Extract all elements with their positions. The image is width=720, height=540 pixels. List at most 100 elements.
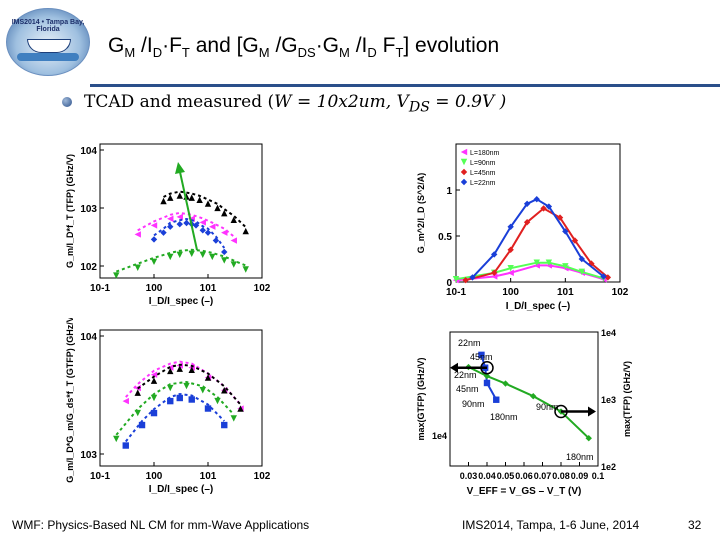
data-point <box>237 405 244 412</box>
logo-text: IMS2014 • Tampa Bay, Florida <box>11 19 85 33</box>
chart-tfp-top-left: 10-1 100 101 102 102 103 104 G_m/I_D*f_T (TFP) … <box>65 143 271 307</box>
data-point <box>469 274 476 281</box>
data-point <box>460 178 468 186</box>
data-point <box>533 196 540 203</box>
y-tick-label: 1e4 <box>432 431 447 441</box>
data-point <box>134 409 141 417</box>
title-part: /I <box>349 34 368 57</box>
data-point <box>167 223 174 230</box>
data-point <box>230 261 237 268</box>
data-point <box>478 351 485 359</box>
title-part: ] evolution <box>403 34 500 57</box>
data-point <box>122 442 129 449</box>
y-tick-label: 103 <box>80 204 97 215</box>
conference-logo: IMS2014 • Tampa Bay, Florida <box>6 8 90 76</box>
footer-left: WMF: Physics-Based NL CM for mm-Wave App… <box>12 518 310 532</box>
x-axis-label: I_D/I_spec (–) <box>149 484 213 495</box>
x-tick-label: 102 <box>612 287 629 298</box>
bullet-math-sub: DS <box>408 99 430 116</box>
data-point <box>167 194 174 201</box>
data-point <box>122 397 129 405</box>
series-curve <box>465 207 609 282</box>
arrow-right-icon <box>588 406 596 417</box>
legend-label: L=90nm <box>470 160 496 167</box>
data-point <box>507 265 514 272</box>
x-tick-label: 10-1 <box>446 287 466 298</box>
data-point <box>199 251 206 259</box>
series-curve <box>137 363 242 406</box>
data-point <box>230 216 237 223</box>
y-axis-label: max(GTFP) (GHz/V) <box>416 357 426 440</box>
data-point <box>242 227 249 235</box>
bullet-math-end: = 0.9V ) <box>429 92 507 112</box>
y-axis-label: G_m^2/I_D (S^2/A) <box>416 173 426 254</box>
plot-frame <box>455 143 621 283</box>
x-tick-label: 0.05 <box>497 471 515 481</box>
y-axis-label: G_m/I_D*G_m/G_ds*f_T (GTFP) (GHz/V) <box>65 318 75 483</box>
data-point <box>192 222 200 229</box>
slide-title: GM /ID·FT and [GM /GDS·GM /ID FT] evolut… <box>108 34 499 60</box>
data-point <box>460 148 468 156</box>
data-point <box>204 229 212 236</box>
title-part: /G <box>269 34 298 57</box>
data-point <box>138 421 146 429</box>
data-point <box>221 421 228 429</box>
legend-label: L=45nm <box>470 170 496 177</box>
point-label: 90nm <box>462 399 485 409</box>
data-point <box>491 273 498 280</box>
data-point <box>188 396 195 403</box>
data-point <box>183 219 190 227</box>
water-icon <box>17 53 79 61</box>
plot-frame <box>99 143 263 279</box>
x-tick-label: 102 <box>254 471 271 482</box>
chart-gm2-top-right: 10-1 100 101 102 0 0.5 1 G_m^2/I_D (S^2/A) I_D/I… <box>416 143 629 312</box>
point-label: 180nm <box>490 412 518 422</box>
data-point <box>502 380 509 387</box>
x-tick-label: 0.09 <box>571 471 589 481</box>
data-point <box>150 409 158 417</box>
legend-label: L=180nm <box>470 150 500 157</box>
data-point <box>460 168 468 176</box>
point-label: 22nm <box>458 338 481 348</box>
data-point <box>199 387 206 394</box>
title-sub: M <box>258 45 270 61</box>
data-point <box>491 269 498 276</box>
y-right-tick-label: 1e4 <box>601 328 616 338</box>
data-point <box>204 374 212 381</box>
data-point <box>230 415 237 422</box>
data-point <box>167 367 174 375</box>
x-tick-label: 0.07 <box>534 471 552 481</box>
bullet-math: W = 10x2um, V <box>274 92 409 112</box>
title-part: /I <box>135 34 153 57</box>
point-label: 90nm <box>536 402 559 412</box>
data-point <box>176 251 183 259</box>
chart-max-vs-veff: 0.03 0.04 0.05 0.06 0.07 0.08 0.09 0.1 1e4 1e4 1e3… <box>416 328 632 497</box>
series-curve <box>137 211 235 238</box>
x-tick-label: 101 <box>200 283 217 294</box>
title-rule <box>90 84 720 87</box>
data-point <box>221 209 228 217</box>
data-point <box>188 366 195 373</box>
data-point <box>176 394 183 402</box>
x-tick-label: 102 <box>254 283 271 294</box>
data-point <box>167 397 174 405</box>
x-tick-label: 0.04 <box>478 471 496 481</box>
series-curve <box>115 248 247 273</box>
data-point <box>167 253 174 261</box>
data-point <box>113 435 120 443</box>
x-tick-label: 100 <box>146 471 163 482</box>
data-point <box>562 263 569 270</box>
title-part: ·F <box>162 34 182 57</box>
data-point <box>221 257 228 264</box>
data-point <box>578 268 585 276</box>
series-curve <box>153 217 226 249</box>
point-label: 45nm <box>470 352 493 362</box>
x-tick-label: 100 <box>502 287 519 298</box>
data-point <box>188 250 195 258</box>
data-point <box>507 269 514 276</box>
data-point <box>176 192 183 199</box>
title-part: G <box>108 34 125 57</box>
data-point <box>483 379 491 387</box>
data-point <box>214 397 221 405</box>
title-sub: M <box>339 45 350 61</box>
